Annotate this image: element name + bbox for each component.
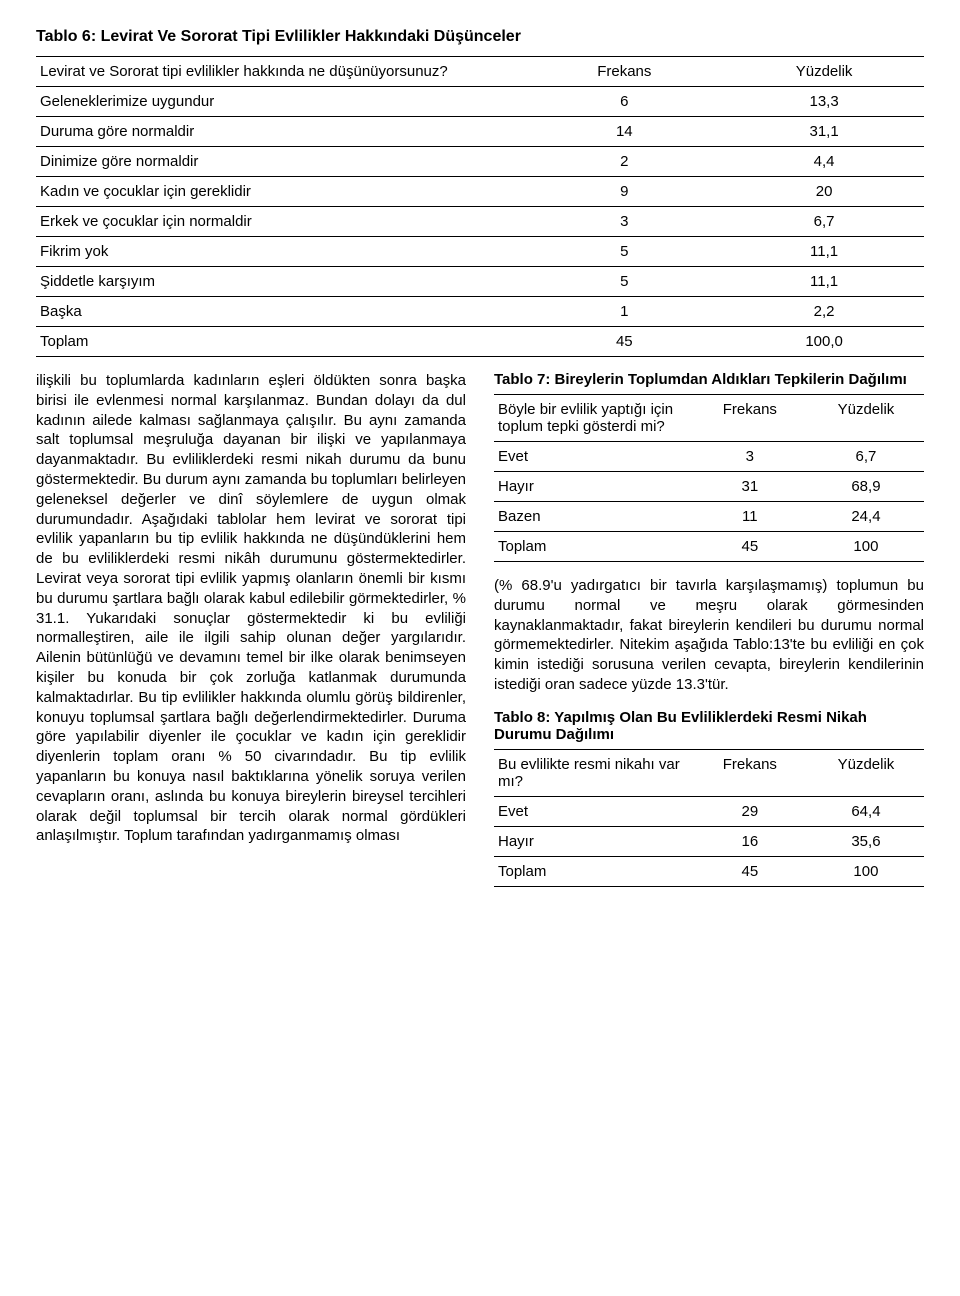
table7-col-freq: Frekans: [692, 395, 808, 442]
row-freq: 29: [692, 796, 808, 826]
table6-question: Levirat ve Sororat tipi evlilikler hakkı…: [36, 57, 524, 87]
table-row: Dinimize göre normaldir24,4: [36, 147, 924, 177]
row-pct: 35,6: [808, 826, 924, 856]
row-label: Kadın ve çocuklar için gereklidir: [36, 177, 524, 207]
table8-question: Bu evlilikte resmi nikahı var mı?: [494, 749, 692, 796]
row-label: Evet: [494, 796, 692, 826]
table-row: Başka12,2: [36, 297, 924, 327]
table-row: Kadın ve çocuklar için gereklidir920: [36, 177, 924, 207]
row-freq: 45: [692, 856, 808, 886]
table8-title: Tablo 8: Yapılmış Olan Bu Evliliklerdeki…: [494, 709, 924, 743]
table-row: Evet36,7: [494, 442, 924, 472]
row-pct: 100: [808, 532, 924, 562]
table6: Levirat ve Sororat tipi evlilikler hakkı…: [36, 56, 924, 357]
row-label: Geleneklerimize uygundur: [36, 87, 524, 117]
row-freq: 31: [692, 472, 808, 502]
row-label: Başka: [36, 297, 524, 327]
row-freq: 45: [524, 327, 724, 357]
row-label: Toplam: [36, 327, 524, 357]
table-row: Hayır3168,9: [494, 472, 924, 502]
table6-col-freq: Frekans: [524, 57, 724, 87]
table7-col-pct: Yüzdelik: [808, 395, 924, 442]
table-row: Evet2964,4: [494, 796, 924, 826]
row-label: Erkek ve çocuklar için normaldir: [36, 207, 524, 237]
row-pct: 68,9: [808, 472, 924, 502]
row-label: Hayır: [494, 472, 692, 502]
row-pct: 4,4: [724, 147, 924, 177]
table-row: Erkek ve çocuklar için normaldir36,7: [36, 207, 924, 237]
table6-title: Tablo 6: Levirat Ve Sororat Tipi Evlilik…: [36, 28, 924, 46]
row-pct: 11,1: [724, 237, 924, 267]
row-label: Toplam: [494, 532, 692, 562]
table-row: Şiddetle karşıyım511,1: [36, 267, 924, 297]
table-row: Geleneklerimize uygundur613,3: [36, 87, 924, 117]
table-row: Duruma göre normaldir1431,1: [36, 117, 924, 147]
row-label: Hayır: [494, 826, 692, 856]
table8-col-freq: Frekans: [692, 749, 808, 796]
row-pct: 24,4: [808, 502, 924, 532]
row-freq: 16: [692, 826, 808, 856]
table-row: Toplam45100: [494, 856, 924, 886]
table6-header-row: Levirat ve Sororat tipi evlilikler hakkı…: [36, 57, 924, 87]
row-freq: 6: [524, 87, 724, 117]
row-pct: 13,3: [724, 87, 924, 117]
row-pct: 20: [724, 177, 924, 207]
table6-col-pct: Yüzdelik: [724, 57, 924, 87]
row-pct: 2,2: [724, 297, 924, 327]
table7-header-row: Böyle bir evlilik yaptığı için toplum te…: [494, 395, 924, 442]
note-right: (% 68.9'u yadırgatıcı bir tavırla karşıl…: [494, 576, 924, 695]
row-pct: 64,4: [808, 796, 924, 826]
row-pct: 11,1: [724, 267, 924, 297]
table8-header-row: Bu evlilikte resmi nikahı var mı? Frekan…: [494, 749, 924, 796]
row-freq: 1: [524, 297, 724, 327]
row-label: Şiddetle karşıyım: [36, 267, 524, 297]
table-row: Fikrim yok511,1: [36, 237, 924, 267]
row-label: Duruma göre normaldir: [36, 117, 524, 147]
row-pct: 6,7: [724, 207, 924, 237]
row-freq: 3: [692, 442, 808, 472]
row-pct: 100,0: [724, 327, 924, 357]
row-pct: 100: [808, 856, 924, 886]
row-pct: 6,7: [808, 442, 924, 472]
row-freq: 11: [692, 502, 808, 532]
row-freq: 5: [524, 267, 724, 297]
table-row: Toplam45100,0: [36, 327, 924, 357]
table7: Böyle bir evlilik yaptığı için toplum te…: [494, 394, 924, 562]
table7-title: Tablo 7: Bireylerin Toplumdan Aldıkları …: [494, 371, 924, 388]
row-freq: 14: [524, 117, 724, 147]
table-row: Bazen1124,4: [494, 502, 924, 532]
table-row: Hayır1635,6: [494, 826, 924, 856]
row-freq: 3: [524, 207, 724, 237]
table8: Bu evlilikte resmi nikahı var mı? Frekan…: [494, 749, 924, 887]
row-pct: 31,1: [724, 117, 924, 147]
table7-question: Böyle bir evlilik yaptığı için toplum te…: [494, 395, 692, 442]
row-freq: 5: [524, 237, 724, 267]
row-freq: 9: [524, 177, 724, 207]
row-freq: 45: [692, 532, 808, 562]
table8-col-pct: Yüzdelik: [808, 749, 924, 796]
row-label: Dinimize göre normaldir: [36, 147, 524, 177]
table-row: Toplam45100: [494, 532, 924, 562]
row-label: Toplam: [494, 856, 692, 886]
row-label: Evet: [494, 442, 692, 472]
row-label: Fikrim yok: [36, 237, 524, 267]
row-freq: 2: [524, 147, 724, 177]
row-label: Bazen: [494, 502, 692, 532]
body-paragraph-left: ilişkili bu toplumlarda kadınların eşler…: [36, 371, 466, 846]
